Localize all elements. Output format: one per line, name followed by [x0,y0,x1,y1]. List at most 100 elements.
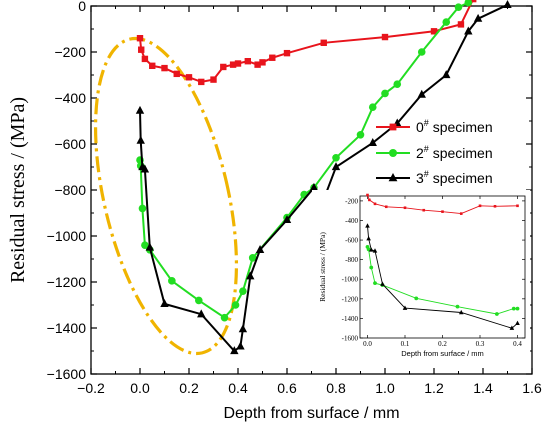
data-point [220,63,227,71]
data-point [442,18,451,26]
data-point [259,59,266,66]
data-point [185,74,193,81]
data-point [430,28,438,35]
inset-series-line-1 [367,246,518,315]
data-point [464,26,473,35]
inset-data-point [459,212,463,215]
data-point [417,89,426,98]
data-point [230,346,239,355]
data-point [473,13,483,22]
main-plot-area: −0.2 0.0 0.2 0.4 0.6 0.8 1.0 1.2 1.4 1.6 0 −200 −400… [47,0,542,396]
inset-data-point [441,210,444,213]
y-tick-label: −600 [54,136,86,152]
inset-y-tick-label: -800 [345,256,358,264]
data-point [393,80,402,88]
data-point [244,58,251,65]
inset-data-point [373,202,377,206]
data-point [454,3,463,11]
data-point [331,162,341,171]
legend-marker [389,149,397,157]
x-tick-label: 1.2 [424,380,444,396]
inset-x-tick-label: 0.1 [401,340,410,348]
inset-data-point [380,281,385,286]
data-point [161,64,168,72]
inset-data-point [493,204,497,208]
inset-data-point [403,206,407,210]
inset-y-axis-label: Residual stress / (MPa) [318,232,327,302]
data-point [248,254,257,262]
x-tick-label: −0.2 [77,380,105,396]
data-point [138,204,147,213]
legend-marker [388,172,398,182]
data-point [168,277,176,285]
series-line-0 [139,0,474,83]
data-point [197,309,206,318]
inset-data-point [373,281,377,286]
data-point [141,55,149,63]
x-tick-label: 1.6 [522,380,542,396]
data-point [239,287,247,296]
inset-x-tick-label: 0.0 [363,340,372,348]
x-axis-label: Depth from surface / mm [223,405,399,422]
inset-data-point [422,208,426,212]
y-tick-label: −1000 [47,228,87,244]
data-point [283,49,291,57]
data-point [229,61,237,68]
data-point [503,0,512,9]
x-tick-label: 0.8 [326,380,346,396]
data-point [238,324,248,333]
inset-data-point [365,223,370,228]
data-point [368,138,377,146]
data-point [282,215,292,224]
data-point [417,48,426,56]
legend: 0# specimen 2# specimen 3# specimen [376,118,493,186]
main-plot-series [135,0,512,355]
data-point [173,70,180,78]
y-tick-label: −200 [54,44,86,60]
y-tick-label: −1200 [47,274,87,290]
data-point [136,135,145,144]
data-point [195,296,203,305]
y-axis-label: Residual stress / (MPa) [7,97,29,283]
x-tick-label: 0.6 [277,380,297,396]
data-point [356,131,365,139]
data-point [470,0,477,3]
inset-data-point [511,306,516,311]
inset-x-tick-label: 0.2 [438,340,447,348]
data-point [255,244,265,253]
y-tick-label: −1600 [47,366,87,382]
inset-data-point [455,304,460,309]
data-point [254,61,261,68]
inset-plot: 0.0 0.1 0.2 0.3 0.4 -200 -400 -600 -800 -1000 -120… [312,190,530,368]
data-point [442,70,451,79]
data-point [368,103,377,111]
inset-x-axis-label: Depth from surface / mm [401,349,484,358]
y-tick-label: −1400 [47,320,87,336]
data-point [141,241,149,249]
highlight-ellipse [93,36,239,356]
inset-data-point [516,204,519,208]
x-tick-label: 1.0 [375,380,395,396]
data-point [464,0,473,7]
inset-data-point [515,306,520,311]
data-point [160,299,169,307]
inset-y-tick-label: -200 [345,197,358,205]
inset-y-tick-label: -1400 [342,315,359,323]
x-tick-label: 0.0 [130,380,150,396]
inset-y-tick-label: -1000 [342,276,359,284]
data-point [138,46,145,53]
inset-data-point [366,247,371,252]
legend-marker [389,123,397,131]
data-point [145,242,154,251]
data-point [135,105,145,114]
data-point [457,21,465,28]
inset-y-tick-label: -400 [345,217,358,225]
legend-entry-0: 0# specimen [416,118,493,135]
data-point [320,39,327,46]
data-point [309,182,319,191]
inset-data-point [366,235,371,241]
inset-data-point [384,205,388,209]
data-point [236,341,245,350]
legend-entry-1: 2# specimen [416,144,493,161]
